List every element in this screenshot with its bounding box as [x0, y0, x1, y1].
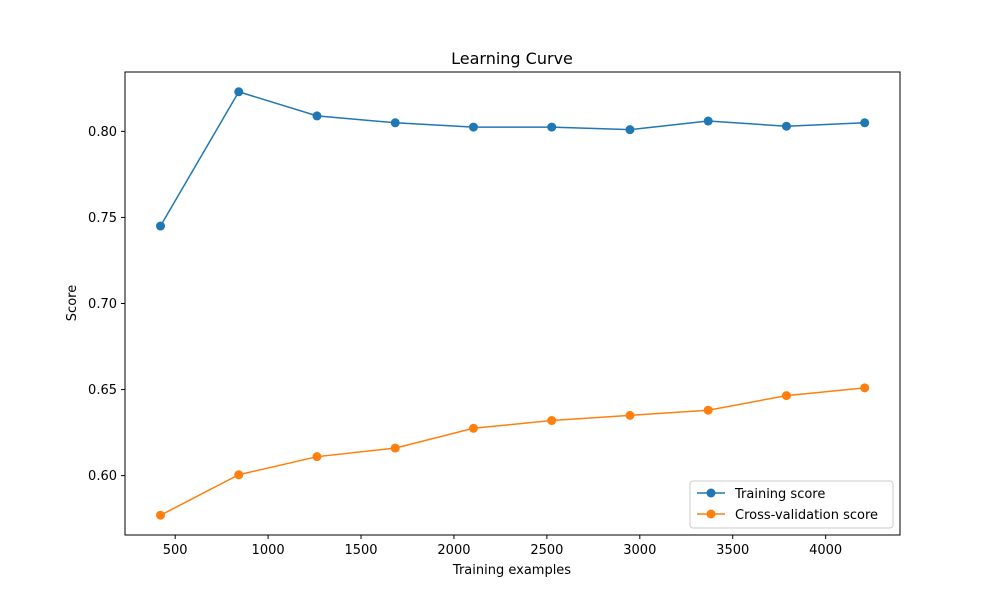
x-tick-label: 3500 — [716, 543, 749, 558]
plot-area — [124, 71, 901, 536]
x-tick-label: 1500 — [344, 543, 377, 558]
plot-frame — [124, 71, 901, 536]
data-point-cv — [234, 470, 244, 480]
legend-label-training: Training score — [734, 487, 825, 502]
legend-marker-training — [706, 488, 716, 498]
data-point-training — [155, 221, 165, 231]
x-axis-label: Training examples — [452, 563, 571, 578]
data-point-cv — [312, 452, 322, 462]
legend-marker-cv — [706, 509, 716, 519]
x-tick-label: 500 — [163, 543, 188, 558]
legend-label-cv: Cross-validation score — [735, 508, 878, 523]
y-axis-label: Score — [65, 285, 80, 321]
x-tick-label: 1000 — [252, 543, 285, 558]
series-line-training — [159, 90, 865, 227]
data-point-cv — [390, 443, 400, 453]
data-point-cv — [703, 405, 713, 415]
data-point-training — [234, 87, 244, 97]
data-point-cv — [860, 383, 870, 393]
y-tick-label: 0.70 — [88, 297, 117, 312]
x-tick-label: 3000 — [623, 543, 656, 558]
legend: Training score Cross-validation score — [689, 480, 894, 529]
y-tick-label: 0.65 — [88, 383, 117, 398]
chart-title: Learning Curve — [451, 49, 573, 68]
data-point-training — [703, 116, 713, 126]
legend-box — [689, 480, 894, 529]
y-axis: 0.60 0.65 0.70 0.75 0.80 — [88, 125, 125, 484]
data-point-cv — [468, 423, 478, 433]
y-tick-label: 0.80 — [88, 125, 117, 140]
data-point-training — [312, 111, 322, 121]
data-point-cv — [547, 416, 557, 426]
data-point-cv — [781, 391, 791, 401]
x-tick-label: 2000 — [437, 543, 470, 558]
x-tick-label: 4000 — [809, 543, 842, 558]
data-point-training — [860, 118, 870, 128]
data-point-training — [625, 125, 635, 135]
data-point-training — [390, 118, 400, 128]
series-line-cv — [160, 387, 865, 516]
data-point-training — [547, 122, 557, 132]
x-axis: 500 1000 1500 2000 2500 3000 3500 4000 — [163, 535, 842, 558]
data-point-cv — [625, 410, 635, 420]
x-tick-label: 2500 — [530, 543, 563, 558]
data-point-cv — [155, 510, 165, 520]
y-tick-label: 0.75 — [88, 211, 117, 226]
data-point-training — [468, 122, 478, 132]
data-point-training — [781, 121, 791, 131]
series-layer — [155, 87, 870, 520]
y-tick-label: 0.60 — [88, 469, 117, 484]
